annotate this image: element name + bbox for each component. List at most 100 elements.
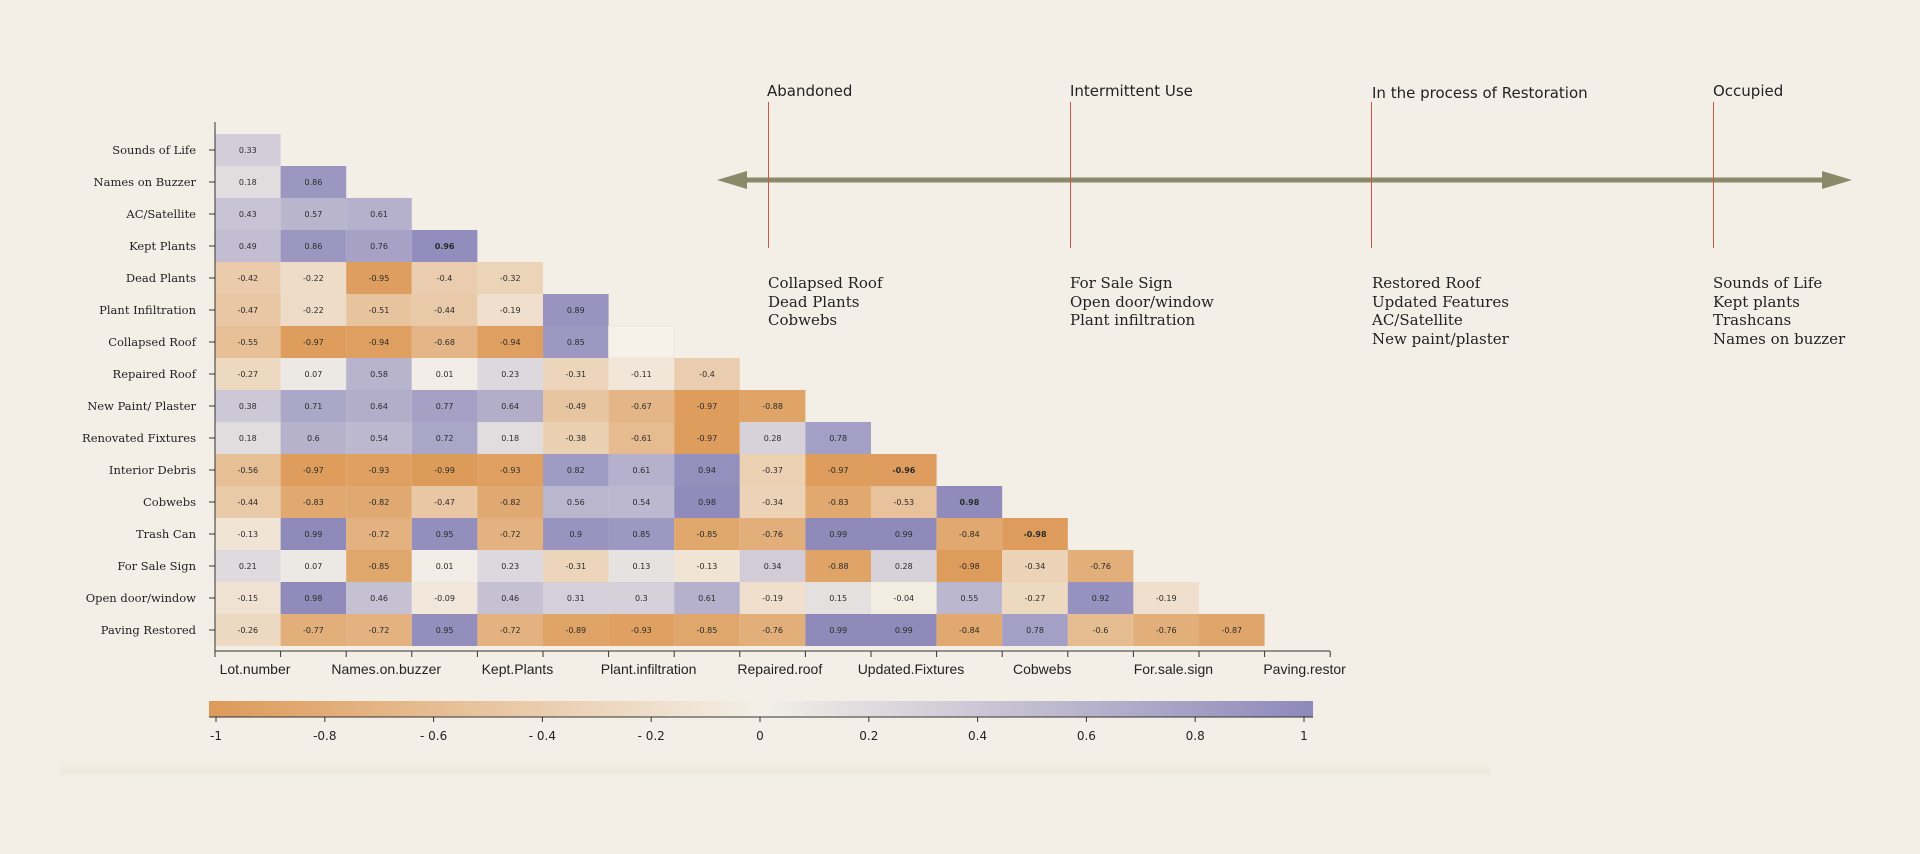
heatmap-cell-value: 0.56 (567, 498, 585, 507)
heatmap-cell (411, 326, 478, 358)
heatmap-cell-value: -0.32 (500, 274, 521, 283)
x-tick-label: Lot.number (220, 661, 291, 677)
heatmap-cell (543, 358, 609, 390)
stage-item: New paint/plaster (1372, 329, 1509, 348)
heatmap-cell-value: 0.61 (370, 210, 388, 219)
heatmap-cell (1067, 582, 1134, 614)
heatmap-cell (543, 582, 609, 614)
heatmap-cell (411, 486, 478, 518)
heatmap-cell-value: 0.76 (370, 242, 388, 251)
heatmap-cell-value: 0.28 (764, 434, 782, 443)
heatmap-cell-value: -0.47 (434, 498, 455, 507)
heatmap-cell-value: 0.71 (304, 402, 322, 411)
heatmap-cell (674, 582, 740, 614)
heatmap-cell (1133, 582, 1199, 614)
heatmap-cell (411, 358, 478, 390)
heatmap-cell (346, 614, 412, 646)
heatmap-cell-value: -0.4 (437, 274, 453, 283)
heatmap-cell (543, 422, 609, 454)
heatmap-cell (805, 614, 871, 646)
stage-title-intermittent: Intermittent Use (1070, 82, 1193, 100)
heatmap-cell-value: -0.27 (1025, 594, 1046, 603)
heatmap-cell-value: -0.97 (697, 434, 718, 443)
heatmap-cell (543, 390, 609, 422)
heatmap-cell (280, 262, 347, 294)
heatmap-cell-value: 0.61 (632, 466, 650, 475)
heatmap-cell (739, 390, 806, 422)
heatmap-cell (739, 422, 806, 454)
heatmap-cell (674, 422, 740, 454)
colorbar-tick-label: 0 (756, 729, 764, 743)
heatmap-cell-value: -0.97 (303, 338, 324, 347)
heatmap-cell-value: -0.31 (565, 562, 586, 571)
heatmap-cell (674, 486, 740, 518)
heatmap-cell (936, 550, 1003, 582)
stage-tick-occupied (1713, 102, 1714, 248)
heatmap-cell-value: -0.51 (369, 306, 390, 315)
heatmap-cell-value: -0.09 (434, 594, 455, 603)
heatmap-cell (280, 166, 347, 198)
heatmap-cell (543, 614, 609, 646)
heatmap-cell (739, 614, 806, 646)
timeline-right-arrowhead (1822, 171, 1852, 189)
stage-item: Open door/window (1070, 292, 1214, 311)
heatmap-cell-value: -0.56 (237, 466, 258, 475)
heatmap-cell-value: -0.42 (237, 274, 258, 283)
heatmap-cell (543, 518, 609, 550)
heatmap-cell (280, 582, 347, 614)
heatmap-cell (346, 550, 412, 582)
heatmap-cell (805, 582, 871, 614)
heatmap-cell (215, 454, 281, 486)
row-label: Interior Debris (109, 463, 196, 477)
heatmap-cell (477, 294, 543, 326)
heatmap-cell (739, 582, 806, 614)
heatmap-cell (739, 454, 806, 486)
row-label: AC/Satellite (125, 207, 196, 221)
stage-item: Kept plants (1713, 292, 1800, 311)
stage-title-restoration: In the process of Restoration (1372, 84, 1588, 102)
heatmap-cell (543, 550, 609, 582)
heatmap-cell (346, 294, 412, 326)
heatmap-cell-value: 0.46 (370, 594, 388, 603)
heatmap-cell-value: -0.89 (565, 626, 586, 635)
heatmap-cell (215, 422, 281, 454)
heatmap-cell (1002, 550, 1068, 582)
heatmap-cell (871, 550, 937, 582)
heatmap-cell (411, 550, 478, 582)
heatmap-cell-value: 0.61 (698, 594, 716, 603)
stage-items-occupied: Sounds of Life Kept plants Trashcans Nam… (1713, 274, 1845, 348)
heatmap-cell-value: -0.93 (631, 626, 652, 635)
heatmap-cell-value: 0.54 (370, 434, 388, 443)
heatmap-cell (280, 518, 347, 550)
stage-items-intermittent: For Sale Sign Open door/window Plant inf… (1070, 274, 1214, 330)
heatmap-cell (411, 262, 478, 294)
colorbar-tick-label: 0.4 (968, 729, 987, 743)
heatmap-cell-value: 0.49 (239, 242, 257, 251)
heatmap-cell (215, 390, 281, 422)
heatmap-cell (936, 614, 1003, 646)
heatmap-cell-value: 0.43 (239, 210, 257, 219)
heatmap-cell (280, 422, 347, 454)
heatmap-cell (280, 614, 347, 646)
heatmap-cell-value: 0.21 (239, 562, 257, 571)
heatmap-cell (805, 454, 871, 486)
timeline-left-arrowhead (717, 171, 747, 189)
heatmap-cell-value: -0.83 (828, 498, 849, 507)
row-label: Dead Plants (126, 271, 196, 285)
heatmap-cell (805, 550, 871, 582)
heatmap-cell (871, 582, 937, 614)
heatmap-cell-value: -0.83 (303, 498, 324, 507)
heatmap-cell-value: -0.47 (237, 306, 258, 315)
heatmap-cell-value: -0.27 (237, 370, 258, 379)
heatmap-cell-value: 0.99 (895, 530, 913, 539)
heatmap-cell-value: 0.01 (436, 370, 454, 379)
heatmap-cell (608, 614, 675, 646)
heatmap-cell-value: -0.84 (959, 626, 980, 635)
heatmap-cell-value: 0.94 (698, 466, 716, 475)
heatmap-cell-value: -0.34 (1025, 562, 1046, 571)
heatmap-cell (805, 486, 871, 518)
heatmap-cell (215, 294, 281, 326)
heatmap-cell (215, 198, 281, 230)
heatmap-cell (215, 582, 281, 614)
heatmap-cell-value: -0.97 (303, 466, 324, 475)
